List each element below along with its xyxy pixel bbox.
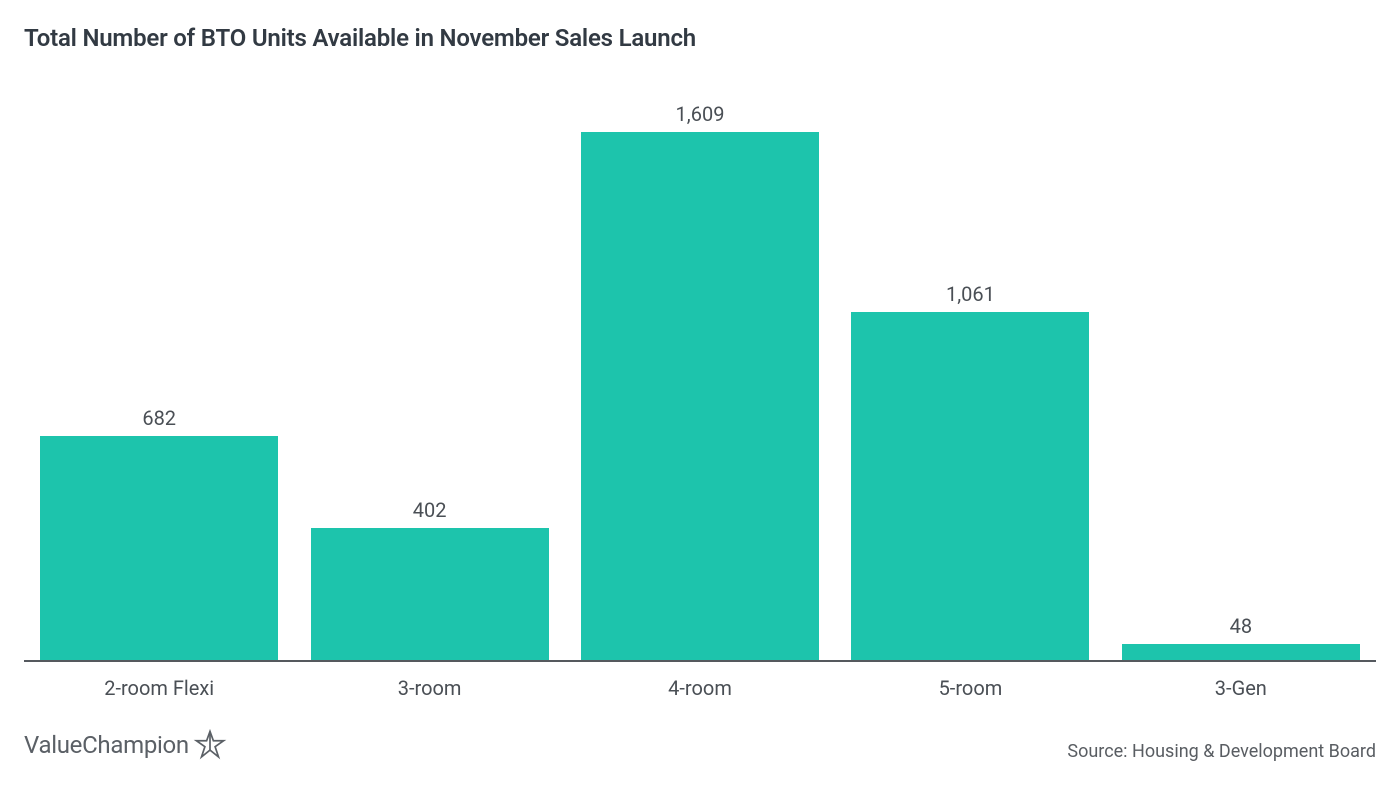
bar-3gen: 48 — [1122, 644, 1360, 660]
bar-value-label: 1,061 — [851, 282, 1089, 306]
bar-slot: 402 — [294, 102, 564, 660]
brand-text: ValueChampion — [24, 731, 189, 759]
bars-row: 682 402 1,609 1,061 48 — [24, 102, 1376, 660]
bar-5room: 1,061 — [851, 312, 1089, 660]
bar-value-label: 48 — [1122, 614, 1360, 638]
bar-3room: 402 — [311, 528, 549, 660]
chart-footer: ValueChampion Source: Housing & Developm… — [24, 728, 1376, 762]
x-label: 4-room — [565, 662, 835, 700]
bar-value-label: 682 — [40, 406, 278, 430]
bar-value-label: 1,609 — [581, 102, 819, 126]
chart-container: Total Number of BTO Units Available in N… — [24, 24, 1376, 762]
star-icon — [193, 728, 227, 762]
source-text: Source: Housing & Development Board — [1067, 741, 1376, 762]
x-axis-labels: 2-room Flexi 3-room 4-room 5-room 3-Gen — [24, 662, 1376, 700]
x-label: 2-room Flexi — [24, 662, 294, 700]
x-label: 3-Gen — [1106, 662, 1376, 700]
brand-logo: ValueChampion — [24, 728, 227, 762]
bar-4room: 1,609 — [581, 132, 819, 660]
chart-title: Total Number of BTO Units Available in N… — [24, 24, 1376, 52]
x-label: 5-room — [835, 662, 1105, 700]
bar-2room-flexi: 682 — [40, 436, 278, 660]
x-label: 3-room — [294, 662, 564, 700]
bar-slot: 682 — [24, 102, 294, 660]
bar-slot: 48 — [1106, 102, 1376, 660]
bar-value-label: 402 — [311, 498, 549, 522]
plot-area: 682 402 1,609 1,061 48 — [24, 102, 1376, 662]
bar-slot: 1,061 — [835, 102, 1105, 660]
bar-slot: 1,609 — [565, 102, 835, 660]
